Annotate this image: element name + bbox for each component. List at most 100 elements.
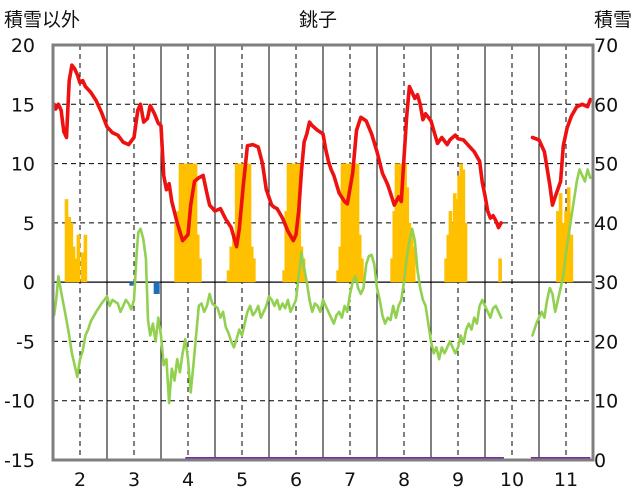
- snow-bar: [403, 163, 407, 283]
- y-right-tick-label: 40: [594, 213, 618, 235]
- snow-bar: [247, 163, 252, 283]
- y-left-tick-label: -15: [4, 450, 35, 472]
- snow-bar: [189, 163, 194, 283]
- y-right-tick-label: 0: [594, 450, 606, 472]
- snow-bar: [193, 163, 198, 283]
- red-series-line: [52, 63, 504, 249]
- snow-bar: [448, 211, 453, 283]
- y-left-tick-label: 20: [11, 35, 35, 57]
- blue-markers: [129, 282, 160, 294]
- snow-bar: [284, 211, 289, 283]
- snow-bar: [452, 193, 457, 283]
- snow-bar: [185, 163, 189, 283]
- snow-bar: [360, 258, 364, 283]
- blue-marker: [153, 282, 160, 294]
- snow-bar: [459, 163, 464, 283]
- snow-bar: [74, 258, 79, 283]
- y-right-tick-label: 50: [594, 154, 618, 176]
- snow-bar: [457, 175, 461, 283]
- x-tick-label: 10: [500, 469, 524, 491]
- snow-bars: [64, 163, 574, 283]
- snow-bar: [394, 163, 399, 283]
- snow-bar: [347, 163, 351, 283]
- snow-bar: [556, 211, 560, 283]
- snow-bar: [407, 222, 412, 283]
- y-right-tick-label: 10: [594, 391, 618, 413]
- snow-bar: [198, 258, 202, 283]
- snow-bar: [498, 258, 502, 283]
- y-right-tick-label: 20: [594, 331, 618, 353]
- green-series-line: [531, 168, 592, 337]
- snow-bar: [83, 234, 88, 283]
- snow-bar: [76, 234, 81, 283]
- frame-border: [51, 43, 595, 462]
- snow-bar: [355, 163, 360, 283]
- snow-bar: [69, 222, 74, 283]
- snow-bar: [357, 234, 362, 283]
- x-tick-label: 7: [344, 469, 356, 491]
- snow-bar: [409, 234, 414, 283]
- snow-bar: [226, 270, 231, 283]
- x-tick-label: 6: [290, 469, 302, 491]
- snow-bar: [67, 216, 71, 283]
- blue-marker: [129, 282, 136, 286]
- snow-bar: [64, 199, 69, 283]
- red-series-line: [530, 97, 593, 207]
- snow-bar: [299, 246, 304, 283]
- snow-bar: [297, 163, 302, 283]
- green-series: [52, 168, 592, 405]
- snow-bar: [286, 163, 291, 283]
- snow-bar: [569, 234, 574, 283]
- snow-bar: [561, 222, 566, 283]
- x-tick-label: 11: [554, 469, 578, 491]
- snow-bar: [290, 163, 295, 283]
- snow-bar: [249, 246, 254, 283]
- snow-bar: [444, 258, 448, 283]
- snow-bar: [411, 246, 416, 283]
- snow-bar: [446, 234, 451, 283]
- y-left-tick-label: 5: [23, 213, 35, 235]
- snow-bar: [392, 211, 397, 283]
- y-right-tick-label: 70: [594, 35, 618, 57]
- chart-title: 銚子: [299, 9, 337, 31]
- x-tick-label: 8: [398, 469, 410, 491]
- snow-bar: [191, 163, 196, 283]
- snow-bar: [336, 270, 340, 283]
- snow-bar: [455, 199, 459, 283]
- y-left-tick-label: -5: [16, 331, 35, 353]
- x-tick-label: 4: [182, 469, 194, 491]
- snow-bar: [353, 163, 358, 283]
- y-left-tick-label: 15: [11, 94, 35, 116]
- snow-bar: [288, 163, 293, 283]
- y-right-tick-label: 30: [594, 272, 618, 294]
- snow-bar: [461, 169, 466, 283]
- snow-bar: [558, 193, 563, 283]
- grid: [52, 45, 593, 460]
- snow-bar: [398, 163, 403, 283]
- snow-bar: [463, 222, 468, 283]
- plot-frame: [51, 43, 595, 462]
- snow-bar: [351, 163, 356, 283]
- y-left-tick-label: -10: [4, 391, 35, 413]
- snow-bar: [80, 252, 85, 283]
- snow-bar: [180, 163, 185, 283]
- snow-bar: [71, 246, 76, 283]
- snow-bar: [450, 222, 455, 283]
- snow-bar: [338, 246, 343, 283]
- y-left-tick-label: 0: [23, 272, 35, 294]
- snow-bar: [396, 163, 401, 283]
- snow-bar: [293, 163, 297, 283]
- snow-bar: [232, 234, 236, 283]
- snow-bar: [390, 258, 394, 283]
- snow-bar: [245, 163, 250, 283]
- snow-bar: [178, 163, 183, 283]
- snow-bar: [234, 163, 239, 283]
- snow-bar: [405, 187, 410, 283]
- snow-bar: [401, 163, 405, 283]
- snow-bar: [340, 163, 345, 283]
- y-right-tick-label: 60: [594, 94, 618, 116]
- x-tick-label: 2: [74, 469, 86, 491]
- snow-bar: [229, 246, 233, 283]
